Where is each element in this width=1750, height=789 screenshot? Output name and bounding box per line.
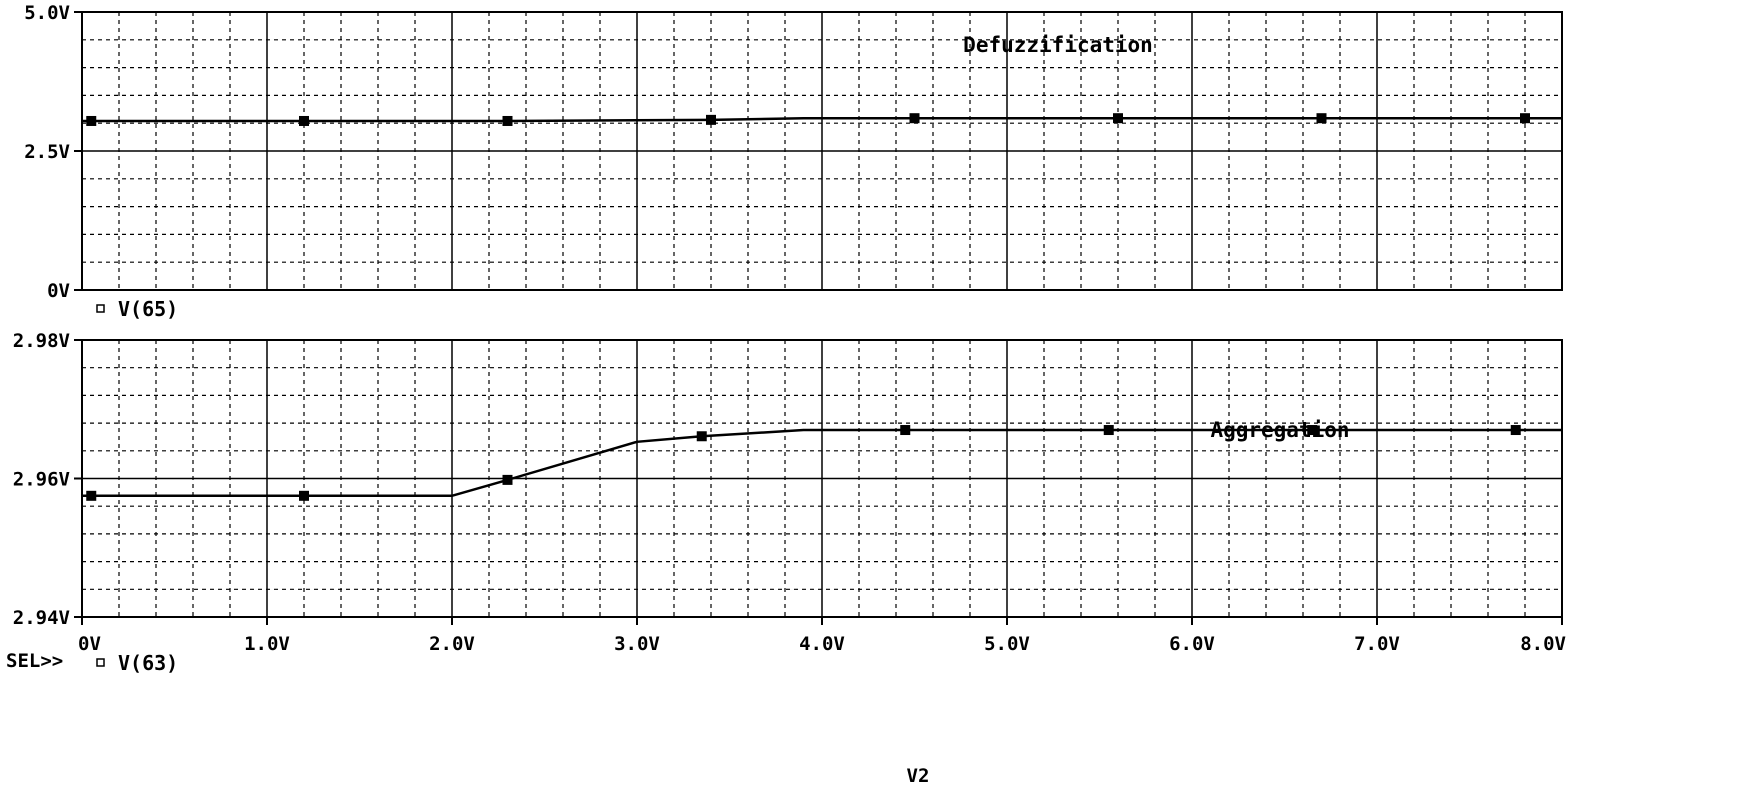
grid xyxy=(82,12,1562,617)
y-tick-label: 5.0V xyxy=(24,2,70,24)
selection-marker: SEL>> xyxy=(6,650,63,672)
data-point xyxy=(706,114,716,125)
x-tick-label: 5.0V xyxy=(984,633,1030,655)
x-tick-label: 6.0V xyxy=(1169,633,1215,655)
data-point xyxy=(1113,113,1123,124)
data-point xyxy=(1510,425,1521,436)
legend-marker xyxy=(96,304,105,313)
data-point xyxy=(299,115,309,126)
data-point xyxy=(696,431,707,442)
x-tick-label: 2.0V xyxy=(429,633,475,655)
x-tick-label: 8.0V xyxy=(1520,633,1566,655)
legend-label: V(65) xyxy=(118,297,178,321)
x-tick-label: 3.0V xyxy=(614,633,660,655)
x-axis-label: V2 xyxy=(907,765,930,787)
data-point xyxy=(86,115,97,126)
y-tick-label: 2.94V xyxy=(13,607,70,629)
y-tick-label: 0V xyxy=(47,280,70,302)
data-point xyxy=(299,490,309,501)
series xyxy=(82,113,1562,501)
plot-frames xyxy=(74,11,1563,625)
data-point xyxy=(1103,425,1114,436)
y-tick-label: 2.98V xyxy=(13,330,70,352)
data-point xyxy=(909,113,920,124)
data-point xyxy=(1307,425,1318,436)
data-point xyxy=(502,474,513,485)
annotation-label: Defuzzification xyxy=(963,33,1153,57)
data-point xyxy=(502,115,513,126)
legend-label: V(63) xyxy=(118,651,178,675)
data-point xyxy=(900,425,911,436)
y-tick-label: 2.5V xyxy=(24,141,70,163)
data-point xyxy=(86,490,97,501)
y-tick-label: 2.96V xyxy=(13,469,70,491)
x-tick-label: 4.0V xyxy=(799,633,845,655)
data-point xyxy=(1520,113,1530,124)
legend-marker xyxy=(96,658,105,667)
x-tick-label: 0V xyxy=(78,633,101,655)
x-tick-label: 7.0V xyxy=(1354,633,1400,655)
labels: 0V 2.5V 5.0V Defuzzification V(65) 2.94V 2.96V… xyxy=(6,2,1566,787)
data-point xyxy=(1316,113,1327,124)
annotation-label: Aggregation xyxy=(1210,418,1349,442)
series-line xyxy=(82,116,1562,123)
x-tick-label: 1.0V xyxy=(244,633,290,655)
